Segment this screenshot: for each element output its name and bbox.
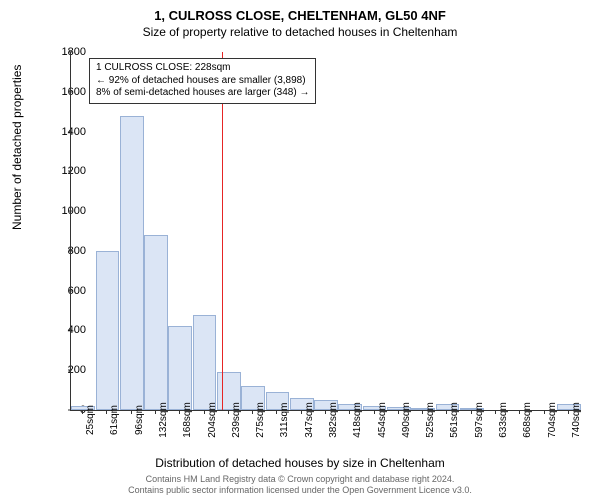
xtick-label: 454sqm — [377, 402, 388, 438]
xtick-mark — [276, 410, 277, 414]
plot-area: 1 CULROSS CLOSE: 228sqm← 92% of detached… — [70, 52, 581, 411]
xtick-label: 96sqm — [134, 405, 145, 435]
xtick-label: 490sqm — [401, 402, 412, 438]
annotation-line: 8% of semi-detached houses are larger (3… — [96, 87, 309, 100]
xtick-label: 418sqm — [352, 402, 363, 438]
xtick-label: 25sqm — [85, 405, 96, 435]
histogram-bar — [168, 326, 192, 410]
xtick-mark — [349, 410, 350, 414]
histogram-bar — [193, 315, 217, 410]
xtick-mark — [131, 410, 132, 414]
xtick-mark — [204, 410, 205, 414]
xtick-label: 132sqm — [158, 402, 169, 438]
title-line1: 1, CULROSS CLOSE, CHELTENHAM, GL50 4NF — [154, 8, 446, 23]
xtick-label: 239sqm — [231, 402, 242, 438]
x-axis-label: Distribution of detached houses by size … — [0, 456, 600, 470]
xtick-mark — [106, 410, 107, 414]
histogram-bar — [120, 116, 144, 410]
footer-line1: Contains HM Land Registry data © Crown c… — [0, 474, 600, 485]
xtick-mark — [544, 410, 545, 414]
xtick-mark — [301, 410, 302, 414]
annotation-line: 1 CULROSS CLOSE: 228sqm — [96, 62, 309, 75]
xtick-label: 382sqm — [328, 402, 339, 438]
xtick-mark — [471, 410, 472, 414]
xtick-mark — [374, 410, 375, 414]
xtick-label: 347sqm — [304, 402, 315, 438]
xtick-label: 668sqm — [522, 402, 533, 438]
footer-line2: Contains public sector information licen… — [0, 485, 600, 496]
xtick-label: 633sqm — [498, 402, 509, 438]
xtick-mark — [398, 410, 399, 414]
xtick-mark — [519, 410, 520, 414]
xtick-label: 525sqm — [425, 402, 436, 438]
xtick-mark — [228, 410, 229, 414]
xtick-mark — [568, 410, 569, 414]
xtick-mark — [179, 410, 180, 414]
xtick-mark — [252, 410, 253, 414]
xtick-label: 168sqm — [182, 402, 193, 438]
xtick-label: 61sqm — [109, 405, 120, 435]
xtick-mark — [325, 410, 326, 414]
xtick-label: 311sqm — [279, 403, 290, 438]
annotation-line: ← 92% of detached houses are smaller (3,… — [96, 75, 309, 88]
xtick-label: 275sqm — [255, 402, 266, 438]
xtick-mark — [82, 410, 83, 414]
xtick-label: 561sqm — [449, 402, 460, 438]
xtick-mark — [495, 410, 496, 414]
xtick-mark — [422, 410, 423, 414]
annotation-box: 1 CULROSS CLOSE: 228sqm← 92% of detached… — [89, 58, 316, 104]
y-axis-label: Number of detached properties — [10, 65, 24, 230]
footer-attribution: Contains HM Land Registry data © Crown c… — [0, 474, 600, 496]
xtick-label: 704sqm — [547, 402, 558, 438]
xtick-mark — [155, 410, 156, 414]
xtick-label: 204sqm — [207, 402, 218, 438]
xtick-label: 740sqm — [571, 402, 582, 438]
reference-line — [222, 52, 223, 410]
xtick-label: 597sqm — [474, 402, 485, 438]
chart-title: 1, CULROSS CLOSE, CHELTENHAM, GL50 4NF — [0, 0, 600, 25]
histogram-bar — [144, 235, 168, 410]
histogram-chart: 1, CULROSS CLOSE, CHELTENHAM, GL50 4NF S… — [0, 0, 600, 500]
chart-subtitle: Size of property relative to detached ho… — [0, 25, 600, 43]
xtick-mark — [446, 410, 447, 414]
histogram-bar — [96, 251, 120, 410]
